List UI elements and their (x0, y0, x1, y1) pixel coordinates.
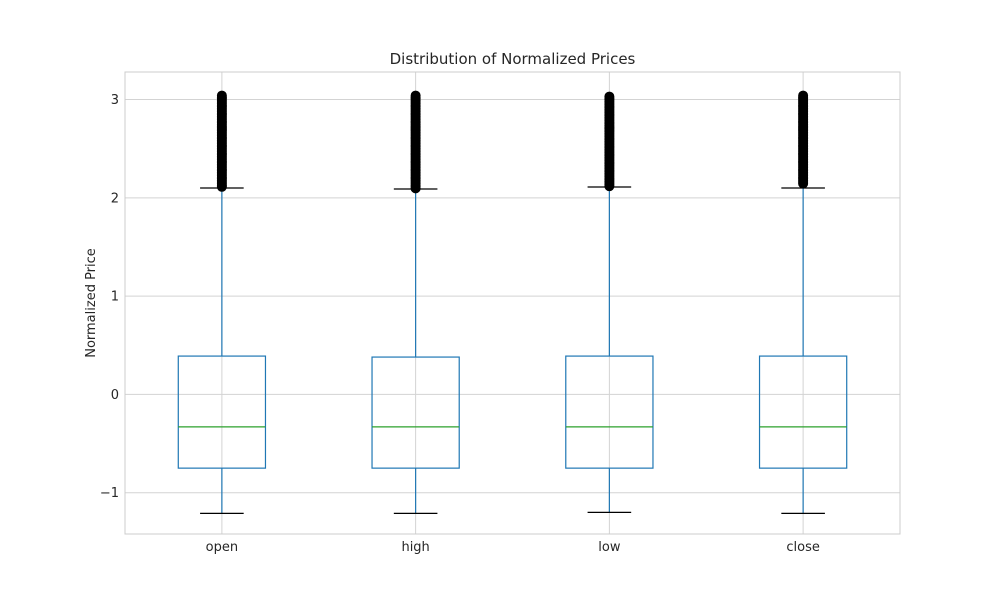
iqr-box (565, 355, 654, 469)
x-tick-label: low (598, 540, 621, 555)
outlier-point (410, 183, 421, 194)
plot-frame (124, 71, 901, 535)
outlier-point (216, 181, 227, 192)
box-close (758, 90, 848, 514)
y-tick-label: 2 (111, 191, 119, 206)
y-tick-label: −1 (100, 486, 119, 501)
iqr-box (371, 356, 460, 469)
ticks-layer: 3 2 1 0 −1 open high low close (100, 93, 820, 555)
x-tick-label: high (401, 540, 429, 555)
iqr-box (177, 355, 267, 469)
box-high (371, 90, 460, 514)
x-tick-label: close (786, 540, 819, 555)
x-tick-label: open (206, 540, 238, 555)
box-open (177, 90, 267, 514)
y-tick-label: 0 (111, 388, 119, 403)
y-tick-label: 1 (111, 290, 119, 305)
boxes-layer (177, 90, 848, 514)
y-axis-label: Normalized Price (84, 248, 99, 358)
outlier-point (798, 178, 809, 189)
iqr-box (758, 355, 848, 469)
chart-title: Distribution of Normalized Prices (390, 50, 636, 68)
box-low (565, 91, 654, 513)
y-tick-label: 3 (111, 93, 119, 108)
outlier-point (604, 181, 615, 192)
